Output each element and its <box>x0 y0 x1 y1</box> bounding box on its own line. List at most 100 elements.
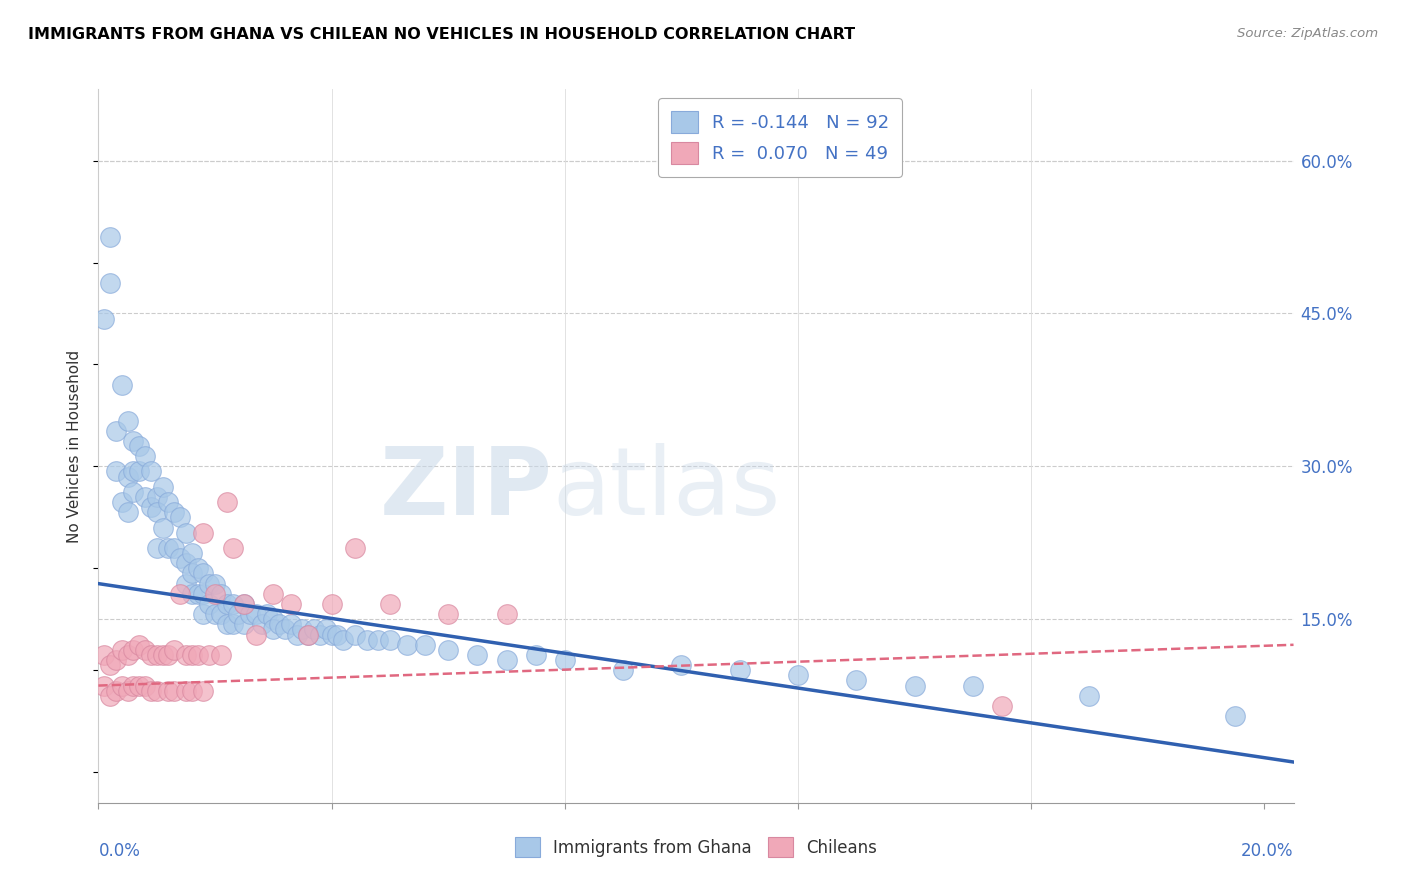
Point <box>367 632 389 647</box>
Point <box>193 683 215 698</box>
Point <box>612 663 634 677</box>
Point <box>104 683 127 698</box>
Point <box>378 632 401 647</box>
Point <box>215 597 238 611</box>
Point <box>291 623 314 637</box>
Point <box>198 648 221 662</box>
Point <box>163 541 186 555</box>
Point <box>467 648 489 662</box>
Point <box>98 689 121 703</box>
Point <box>221 597 243 611</box>
Point <box>332 632 354 647</box>
Point <box>134 449 156 463</box>
Point <box>117 413 139 427</box>
Point <box>145 683 167 698</box>
Point <box>1225 709 1247 723</box>
Point <box>250 617 273 632</box>
Point <box>204 607 226 622</box>
Point <box>343 541 366 555</box>
Point <box>145 505 167 519</box>
Point <box>104 465 127 479</box>
Point <box>111 495 134 509</box>
Point <box>245 627 267 641</box>
Point <box>122 434 145 448</box>
Point <box>554 653 576 667</box>
Point <box>378 597 401 611</box>
Point <box>122 643 145 657</box>
Point <box>343 627 366 641</box>
Point <box>262 612 284 626</box>
Point <box>139 648 162 662</box>
Point <box>233 597 256 611</box>
Point <box>145 541 167 555</box>
Point <box>209 587 232 601</box>
Point <box>117 505 139 519</box>
Point <box>117 683 139 698</box>
Point <box>139 500 162 515</box>
Point <box>256 607 278 622</box>
Point <box>152 520 174 534</box>
Point <box>134 490 156 504</box>
Point <box>98 658 121 673</box>
Point <box>321 627 343 641</box>
Text: 20.0%: 20.0% <box>1241 842 1294 860</box>
Point <box>186 648 208 662</box>
Point <box>495 607 517 622</box>
Point <box>215 495 238 509</box>
Point <box>111 377 134 392</box>
Point <box>117 648 139 662</box>
Point <box>152 648 174 662</box>
Point <box>728 663 751 677</box>
Point <box>180 587 202 601</box>
Point <box>193 566 215 581</box>
Point <box>198 597 221 611</box>
Point <box>139 465 162 479</box>
Point <box>315 623 337 637</box>
Point <box>221 617 243 632</box>
Point <box>128 638 150 652</box>
Point <box>128 465 150 479</box>
Point <box>274 623 297 637</box>
Point <box>356 632 378 647</box>
Point <box>111 643 134 657</box>
Point <box>174 576 197 591</box>
Text: Source: ZipAtlas.com: Source: ZipAtlas.com <box>1237 27 1378 40</box>
Point <box>280 597 302 611</box>
Y-axis label: No Vehicles in Household: No Vehicles in Household <box>67 350 83 542</box>
Point <box>787 668 810 682</box>
Point <box>193 525 215 540</box>
Point <box>302 623 325 637</box>
Point <box>122 465 145 479</box>
Point <box>163 683 186 698</box>
Point <box>128 439 150 453</box>
Point <box>157 541 180 555</box>
Point <box>215 617 238 632</box>
Point <box>239 607 262 622</box>
Point <box>845 673 868 688</box>
Point <box>262 587 284 601</box>
Point <box>98 230 121 244</box>
Point <box>1078 689 1101 703</box>
Point <box>174 525 197 540</box>
Point <box>413 638 436 652</box>
Point <box>122 484 145 499</box>
Point <box>297 627 319 641</box>
Point <box>93 311 115 326</box>
Point <box>962 679 984 693</box>
Text: atlas: atlas <box>553 442 780 535</box>
Point <box>180 648 202 662</box>
Point <box>209 607 232 622</box>
Point <box>204 576 226 591</box>
Point <box>139 683 162 698</box>
Point <box>186 561 208 575</box>
Point <box>193 607 215 622</box>
Point <box>174 683 197 698</box>
Point <box>396 638 419 652</box>
Point <box>157 683 180 698</box>
Point <box>437 643 460 657</box>
Point <box>145 648 167 662</box>
Point <box>152 480 174 494</box>
Point <box>262 623 284 637</box>
Point <box>122 679 145 693</box>
Point <box>186 587 208 601</box>
